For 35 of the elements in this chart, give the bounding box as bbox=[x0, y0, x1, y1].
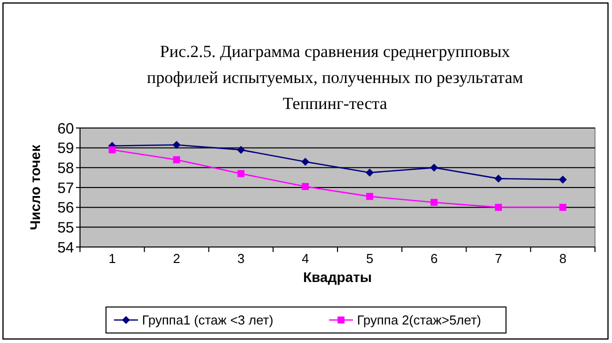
point bbox=[366, 168, 374, 177]
point bbox=[366, 192, 374, 200]
legend-label: Группа 2(стаж>5лет) bbox=[357, 312, 482, 328]
legend-label: Группа1 (стаж <3 лет) bbox=[142, 312, 274, 328]
point bbox=[430, 164, 438, 172]
y-tick-label: 56 bbox=[57, 200, 74, 217]
y-tick-label: 57 bbox=[57, 180, 74, 197]
y-axis-title: Число точек bbox=[27, 144, 43, 230]
y-tick-label: 55 bbox=[57, 219, 74, 236]
point bbox=[173, 156, 180, 164]
point bbox=[558, 176, 567, 184]
point bbox=[559, 204, 566, 211]
point bbox=[172, 140, 181, 149]
x-tick-label: 2 bbox=[172, 251, 180, 266]
point bbox=[301, 158, 310, 166]
x-tick-label: 1 bbox=[108, 251, 116, 266]
x-tick-label: 6 bbox=[430, 251, 438, 266]
y-tick-label: 58 bbox=[57, 160, 74, 177]
point bbox=[430, 198, 438, 206]
point bbox=[494, 204, 502, 211]
point bbox=[236, 146, 245, 154]
x-tick-label: 5 bbox=[366, 251, 374, 266]
x-tick-label: 3 bbox=[237, 251, 245, 266]
y-tick-label: 54 bbox=[57, 239, 74, 256]
y-tick-label: 60 bbox=[57, 120, 74, 138]
chart-title: Рис.2.5. Диаграмма сравнения среднегрупповых профилей испытуемых, полученных по результатам Теппинг-теста bbox=[146, 42, 524, 113]
x-tick-label: 8 bbox=[559, 251, 566, 266]
y-tick-label: 59 bbox=[57, 140, 74, 158]
point bbox=[108, 146, 116, 154]
x-tick-label: 4 bbox=[302, 251, 309, 266]
point bbox=[237, 170, 244, 178]
x-axis-title: Квадраты bbox=[303, 269, 372, 285]
point bbox=[302, 183, 309, 190]
x-tick-label: 7 bbox=[494, 251, 502, 266]
point bbox=[494, 174, 502, 183]
